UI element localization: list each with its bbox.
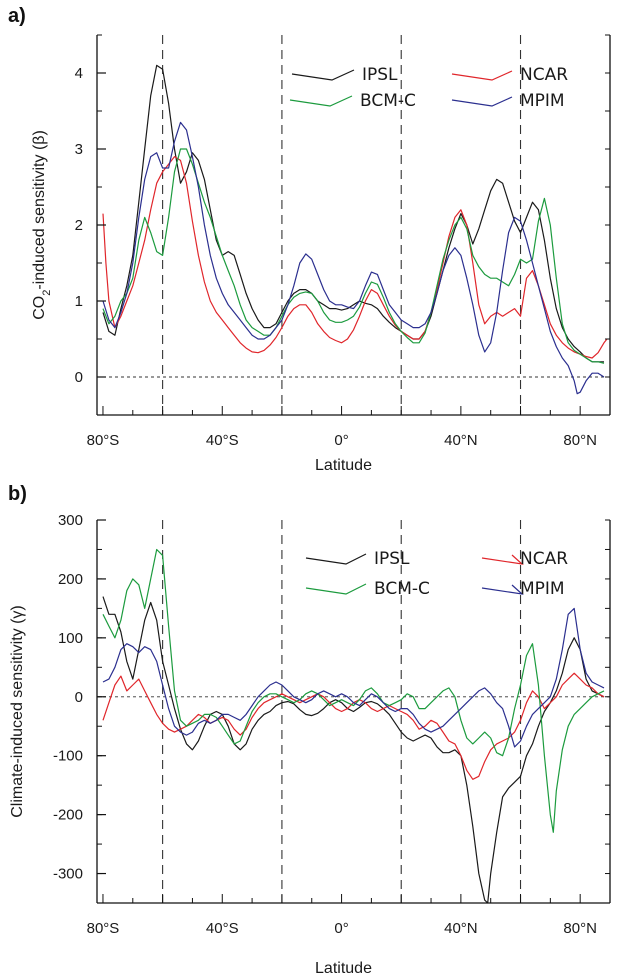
panel-a-y-tick-label-2: 2 (75, 217, 83, 234)
panel-b-xlabel: Latitude (315, 960, 372, 977)
panel-a-x-tick-label-1: 40°S (206, 432, 239, 449)
panel-a-label: a) (8, 5, 26, 27)
panel-b-x-tick-label-4: 80°N (563, 920, 597, 937)
panel-b-series-ncar (102, 672, 605, 780)
panel-b-series-ipsl (102, 596, 605, 904)
panel-a-x-tick-label-3: 40°N (444, 432, 478, 449)
panel-b-y-tick-label-2: 100 (58, 630, 83, 647)
panel-a-y-tick-label-0: 0 (75, 369, 83, 386)
panel-b-y-tick-label-6: -300 (53, 866, 83, 883)
panel-a-xlabel: Latitude (315, 457, 372, 474)
panel-a-x-tick-label-2: 0° (334, 432, 348, 449)
panel-b-legend-label-bcm-c: BCM-C (374, 579, 430, 599)
panel-b-legend-swatch-ipsl (305, 553, 367, 565)
panel-b-legend-swatch-ncar (481, 554, 524, 565)
panel-b-series-bcm-c (102, 548, 605, 833)
panel-b-x-tick-label-3: 40°N (444, 920, 478, 937)
panel-b-y-tick-label-0: 300 (58, 512, 83, 529)
panel-b-y-tick-label-5: -200 (53, 807, 83, 824)
panel-a-series-bcm-c (102, 148, 605, 364)
panel-a-y-tick-label-4: 4 (75, 65, 83, 82)
panel-a-series-ncar (102, 156, 608, 359)
panel-a-legend-swatch-mpim (451, 96, 513, 107)
panel-a-y-tick-label-3: 3 (75, 141, 83, 158)
panel-b-legend-swatch-bcm-c (305, 583, 367, 595)
panel-a-x-tick-label-0: 80°S (87, 432, 120, 449)
panel-a-legend-swatch-bcm-c (289, 95, 353, 107)
panel-b-x-tick-label-0: 80°S (87, 920, 120, 937)
panel-b-legend-label-ncar: NCAR (520, 549, 568, 569)
panel-a-legend-swatch-ncar (451, 70, 513, 81)
panel-b-y-tick-label-1: 200 (58, 571, 83, 588)
panel-b-x-tick-label-1: 40°S (206, 920, 239, 937)
panel-b-legend-swatch-mpim (481, 584, 524, 595)
panel-b-ylabel: Climate-induced sensitivity (γ) (9, 605, 26, 818)
panel-b-y-tick-label-3: 0 (75, 689, 83, 706)
panel-b-legend-label-mpim: MPIM (520, 579, 565, 599)
panel-a-series-mpim (102, 121, 605, 395)
panel-a-series-ipsl (102, 64, 604, 363)
panel-a-legend-label-ncar: NCAR (520, 65, 568, 85)
panel-a-y-tick-label-1: 1 (75, 293, 83, 310)
panel-b-y-tick-label-4: -100 (53, 748, 83, 765)
panel-a-legend-label-bcm-c: BCM-C (360, 91, 416, 111)
panel-b-legend-label-ipsl: IPSL (374, 549, 410, 569)
panel-a-ylabel: CO2-induced sensitivity (β) (31, 130, 53, 320)
panel-a-legend-label-ipsl: IPSL (362, 65, 398, 85)
panel-a-x-tick-label-4: 80°N (563, 432, 597, 449)
panel-a-legend-swatch-ipsl (291, 69, 355, 81)
panel-a-legend-label-mpim: MPIM (520, 91, 565, 111)
panel-b-series-mpim (102, 607, 605, 748)
panel-b-x-tick-label-2: 0° (334, 920, 348, 937)
panel-b-label: b) (8, 483, 27, 505)
